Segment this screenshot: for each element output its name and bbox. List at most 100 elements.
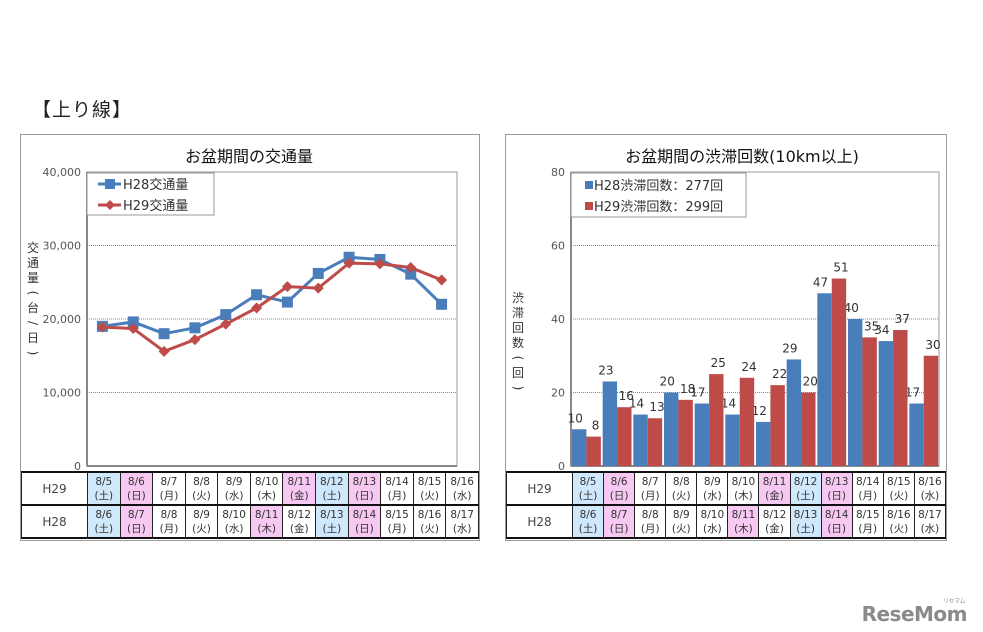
svg-text:量: 量 [27, 271, 39, 285]
legend: H28渋滞回数：277回 H29渋滞回数：299回 [570, 172, 747, 218]
svg-text:(: ( [26, 291, 40, 296]
bar-value-label: 30 [925, 338, 940, 352]
date-cell: 8/11 (木) [727, 504, 760, 539]
section-label: 【上り線】 [32, 99, 133, 121]
date-cell: 8/14 (日) [820, 504, 853, 539]
square-marker [436, 298, 448, 310]
date-cell: 8/7 (月) [634, 471, 667, 506]
date-cell: 8/13 (日) [347, 471, 382, 506]
date-cell: 8/10 (木) [249, 471, 284, 506]
square-marker [281, 296, 293, 308]
bar-value-label: 47 [813, 275, 828, 289]
bar-value-label: 16 [619, 389, 634, 403]
svg-text:数: 数 [512, 335, 524, 350]
date-cell: 8/6 (日) [119, 471, 154, 506]
date-cell: 8/7 (月) [152, 471, 186, 506]
date-row-h29: H29 8/5 (土) 8/6 (日) 8/7 (月) 8/8 (火) 8/9 (水) 8/10 (木)… [21, 471, 479, 506]
date-table-left: H29 8/5 (土) 8/6 (日) 8/7 (月) 8/8 (火) 8/9 (水) 8/10 (木)… [21, 471, 479, 539]
diamond-marker [96, 321, 108, 333]
bar [709, 374, 724, 466]
bar [617, 407, 632, 466]
diamond-marker [436, 274, 448, 286]
square-marker [189, 322, 201, 334]
date-cell: 8/11 (金) [758, 471, 791, 506]
legend: H28交通量 H29交通量 [86, 172, 215, 216]
bar [801, 392, 816, 466]
date-cell: 8/13 (日) [820, 471, 853, 506]
diamond-marker [189, 334, 201, 346]
bars-h29: 8 16 13 18 25 24 22 20 51 35 37 30 [586, 261, 941, 466]
date-table-right: H29 8/5 (土) 8/6 (日) 8/7 (月) 8/8 (火) 8/9 (水) 8/10 (木)… [506, 471, 947, 539]
date-cell: 8/14 (月) [851, 471, 884, 506]
bar-value-label: 35 [864, 319, 879, 333]
series-h29 [96, 257, 448, 357]
legend-label: H28渋滞回数：277回 [594, 179, 723, 194]
date-cell: 8/10 (水) [696, 504, 729, 539]
svg-text:渋: 渋 [512, 291, 524, 305]
bar [602, 381, 618, 466]
bar-value-label: 20 [660, 375, 675, 389]
chart-title: お盆期間の渋滞回数(10km以上) [625, 147, 859, 166]
date-cell: 8/12 (土) [789, 471, 822, 506]
bar [572, 429, 587, 466]
square-marker [251, 289, 263, 301]
bar-value-label: 12 [752, 404, 767, 418]
y-tick-label: 0 [558, 460, 565, 471]
bar [923, 355, 939, 466]
bar [893, 330, 908, 466]
bar-value-label: 51 [833, 261, 848, 275]
bar [633, 414, 648, 466]
date-cell: 8/12 (土) [315, 471, 349, 506]
bar [739, 377, 755, 466]
y-tick-label: 0 [74, 460, 81, 471]
y-axis-label: 渋滞回数(回) [511, 291, 525, 390]
date-cell: 8/8 (火) [184, 471, 219, 506]
square-marker [127, 316, 139, 328]
bar-value-label: 8 [592, 419, 600, 433]
date-cell: 8/7 (日) [119, 504, 154, 539]
date-cell: 8/17 (水) [445, 504, 479, 539]
date-cell: 8/13 (土) [315, 504, 349, 539]
bar [664, 392, 679, 466]
bar-value-label: 14 [629, 397, 644, 411]
bars-h28: 10 23 14 20 17 14 12 29 47 40 34 17 [568, 275, 924, 466]
diamond-marker [251, 302, 263, 314]
legend-label: H29渋滞回数：299回 [594, 200, 723, 215]
bar-value-label: 23 [598, 363, 613, 377]
diamond-marker [281, 281, 293, 293]
logo-ruby: リセマム [942, 598, 966, 605]
bar [647, 418, 663, 466]
svg-text:(: ( [511, 356, 525, 361]
bar [786, 359, 802, 466]
bar [678, 399, 693, 466]
date-cell: 8/14 (日) [347, 504, 382, 539]
svg-text:): ) [26, 351, 40, 356]
traffic-volume-chart-panel: お盆期間の交通量 0 10,000 20,000 30,000 40,000 交通量 (台 / 日… [20, 134, 480, 541]
bar-value-label: 25 [711, 356, 726, 370]
date-cell: 8/8 (月) [152, 504, 186, 539]
date-cell: 8/14 (月) [380, 471, 414, 506]
date-cell: 8/11 (木) [249, 504, 284, 539]
bar-value-label: 17 [905, 386, 920, 400]
bar-value-label: 40 [844, 301, 859, 315]
year-label: H28 [506, 504, 573, 539]
svg-text:滞: 滞 [512, 306, 524, 320]
congestion-count-chart-panel: お盆期間の渋滞回数(10km以上) 0 20 40 60 80 渋滞回数(回) 10 23 14 2… [505, 134, 947, 541]
square-marker [220, 309, 232, 321]
date-cell: 8/16 (水) [913, 471, 947, 506]
svg-text:日: 日 [27, 331, 39, 345]
year-label: H28 [21, 504, 88, 539]
svg-text:): ) [511, 386, 525, 391]
diamond-marker [127, 323, 139, 335]
bar [586, 436, 601, 466]
legend-label: H29交通量 [123, 198, 188, 214]
diamond-marker [405, 262, 417, 274]
congestion-count-bar-chart: お盆期間の渋滞回数(10km以上)020406080渋滞回数(回)1023142… [511, 147, 941, 473]
date-cell: 8/7 (日) [603, 504, 636, 539]
year-label: H29 [21, 471, 88, 506]
bar [725, 414, 740, 466]
date-cell: 8/11 (金) [282, 471, 317, 506]
bar-value-label: 22 [772, 367, 787, 381]
date-cell: 8/15 (火) [882, 471, 915, 506]
y-tick-label: 80 [551, 166, 565, 179]
